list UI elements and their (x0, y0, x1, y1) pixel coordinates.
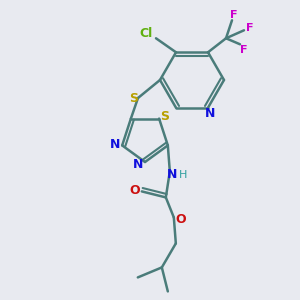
Text: O: O (176, 213, 186, 226)
Text: F: F (240, 45, 248, 55)
Text: Cl: Cl (140, 27, 153, 40)
Text: H: H (178, 170, 187, 180)
Text: O: O (130, 184, 140, 197)
Text: S: S (160, 110, 169, 123)
Text: F: F (246, 23, 254, 33)
Text: N: N (133, 158, 143, 172)
Text: N: N (110, 138, 120, 151)
Text: F: F (230, 10, 238, 20)
Text: N: N (167, 168, 177, 181)
Text: S: S (130, 92, 139, 106)
Text: N: N (205, 107, 215, 120)
